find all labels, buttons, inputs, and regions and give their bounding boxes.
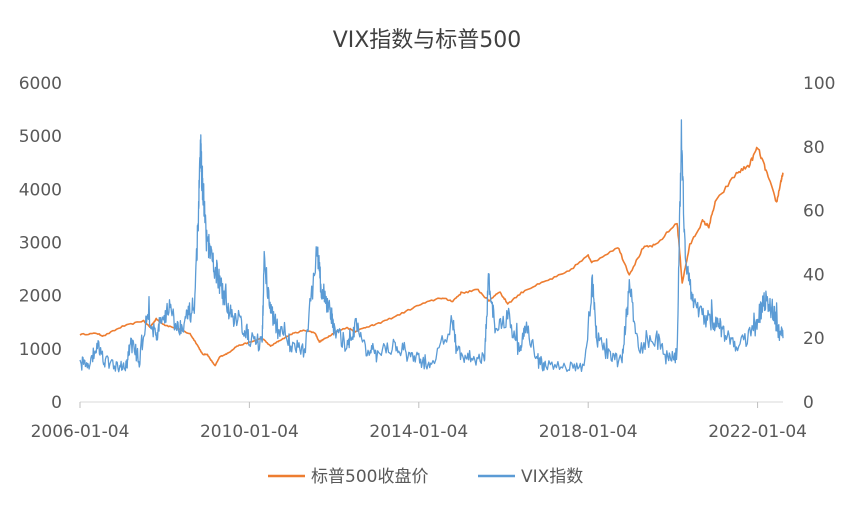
legend: 标普500收盘价 VIX指数 (268, 467, 583, 487)
x-tick-label: 2014-01-04 (369, 422, 468, 442)
y-left-tick-label: 4000 (19, 180, 62, 200)
series-line-sp500 (79, 146, 784, 367)
y-right-tick-label: 0 (803, 393, 814, 413)
y-left-tick-label: 2000 (19, 287, 62, 307)
y-left-tick-label: 1000 (19, 340, 62, 360)
x-tick-label: 2006-01-04 (31, 422, 130, 442)
y-right-tick-label: 80 (803, 138, 825, 158)
y-left-tick-label: 0 (51, 393, 62, 413)
x-axis-ticks: 2006-01-04 2010-01-04 2014-01-04 2018-01-04… (31, 402, 807, 442)
y-right-tick-label: 20 (803, 329, 825, 349)
x-tick-label: 2018-01-04 (539, 422, 638, 442)
series-line-vix (79, 119, 784, 373)
y-axis-left: 0 1000 2000 3000 4000 5000 6000 (19, 74, 62, 413)
y-left-tick-label: 6000 (19, 74, 62, 94)
x-tick-label: 2022-01-04 (708, 422, 807, 442)
legend-label-vix: VIX指数 (521, 467, 583, 487)
y-left-tick-label: 5000 (19, 127, 62, 147)
y-right-tick-label: 100 (803, 74, 835, 94)
x-tick-label: 2010-01-04 (200, 422, 299, 442)
y-axis-right: 0 20 40 60 80 100 (803, 74, 835, 413)
series-layer (79, 119, 784, 373)
chart-title: VIX指数与标普500 (333, 28, 522, 53)
y-right-tick-label: 60 (803, 202, 825, 222)
y-right-tick-label: 40 (803, 265, 825, 285)
legend-label-sp500: 标普500收盘价 (311, 467, 428, 487)
y-left-tick-label: 3000 (19, 234, 62, 254)
